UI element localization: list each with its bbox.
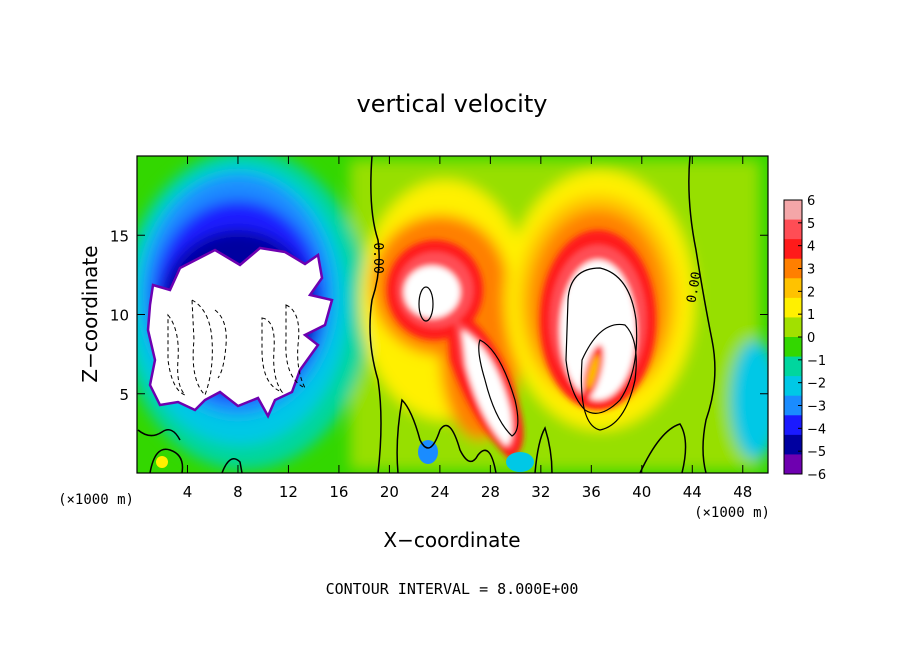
colorbar-swatch: [784, 434, 802, 455]
colorbar-swatch: [784, 278, 802, 299]
colorbar-swatch: [784, 376, 802, 397]
colorbar-tick-label: 5: [807, 217, 815, 232]
contour-label-right: 0.00: [684, 271, 704, 304]
x-tick-label: 44: [683, 483, 702, 501]
colorbar-swatch: [784, 239, 802, 260]
y-axis-label: Z−coordinate: [78, 245, 102, 382]
x-tick-label: 36: [582, 483, 601, 501]
x-tick-label: 16: [329, 483, 348, 501]
colorbar-tick-label: −3: [807, 400, 826, 415]
x-unit-left: (×1000 m): [58, 492, 134, 508]
chart-title: vertical velocity: [357, 90, 548, 118]
colorbar-swatch: [784, 337, 802, 358]
colorbar-tick-label: −5: [807, 445, 826, 460]
x-axis: 4 8 12 16 20 24 28 32 36 40 44 48: [183, 156, 752, 501]
y-tick-label: 10: [110, 307, 129, 325]
x-tick-label: 24: [430, 483, 449, 501]
x-tick-label: 8: [233, 483, 243, 501]
colorbar-swatch: [784, 317, 802, 338]
colorbar-tick-label: 4: [807, 240, 815, 255]
x-tick-label: 48: [733, 483, 752, 501]
colorbar-tick-label: −4: [807, 422, 826, 437]
x-tick-label: 12: [279, 483, 298, 501]
contour-interval-note: CONTOUR INTERVAL = 8.000E+00: [326, 580, 579, 598]
velocity-field: [137, 156, 768, 473]
colorbar-tick-label: −6: [807, 468, 826, 483]
x-unit-right: (×1000 m): [694, 505, 770, 521]
colorbar-swatch: [784, 356, 802, 377]
colorbar-tick-label: −1: [807, 354, 826, 369]
x-tick-label: 4: [183, 483, 193, 501]
colorbar-swatch: [784, 395, 802, 416]
y-tick-label: 15: [110, 227, 129, 245]
contour-lines: [137, 156, 716, 473]
colorbar-swatch: [784, 258, 802, 279]
x-tick-label: 40: [632, 483, 651, 501]
colorbar-swatch: [784, 454, 802, 475]
x-tick-label: 28: [481, 483, 500, 501]
colorbar-tick-label: 2: [807, 285, 815, 300]
colorbar-tick-label: 6: [807, 194, 815, 209]
colorbar-tick-label: 3: [807, 263, 815, 278]
colorbar-swatch: [784, 297, 802, 318]
colorbar-swatch: [784, 415, 802, 436]
colorbar-tick-label: −2: [807, 377, 826, 392]
colorbar-tick-label: 0: [807, 331, 815, 346]
colorbar-tick-label: 1: [807, 308, 815, 323]
x-tick-label: 32: [531, 483, 550, 501]
colorbar: 6 5 4 3 2 1 0 −1 −2 −3 −4 −5 −6: [783, 194, 826, 483]
colorbar-swatch: [784, 219, 802, 240]
x-tick-label: 20: [380, 483, 399, 501]
x-axis-label: X−coordinate: [383, 528, 520, 552]
y-axis: 5 10 15: [110, 227, 768, 404]
y-tick-label: 5: [119, 386, 129, 404]
contour-label-left: 0.00: [370, 242, 385, 273]
colorbar-swatch: [784, 200, 802, 221]
